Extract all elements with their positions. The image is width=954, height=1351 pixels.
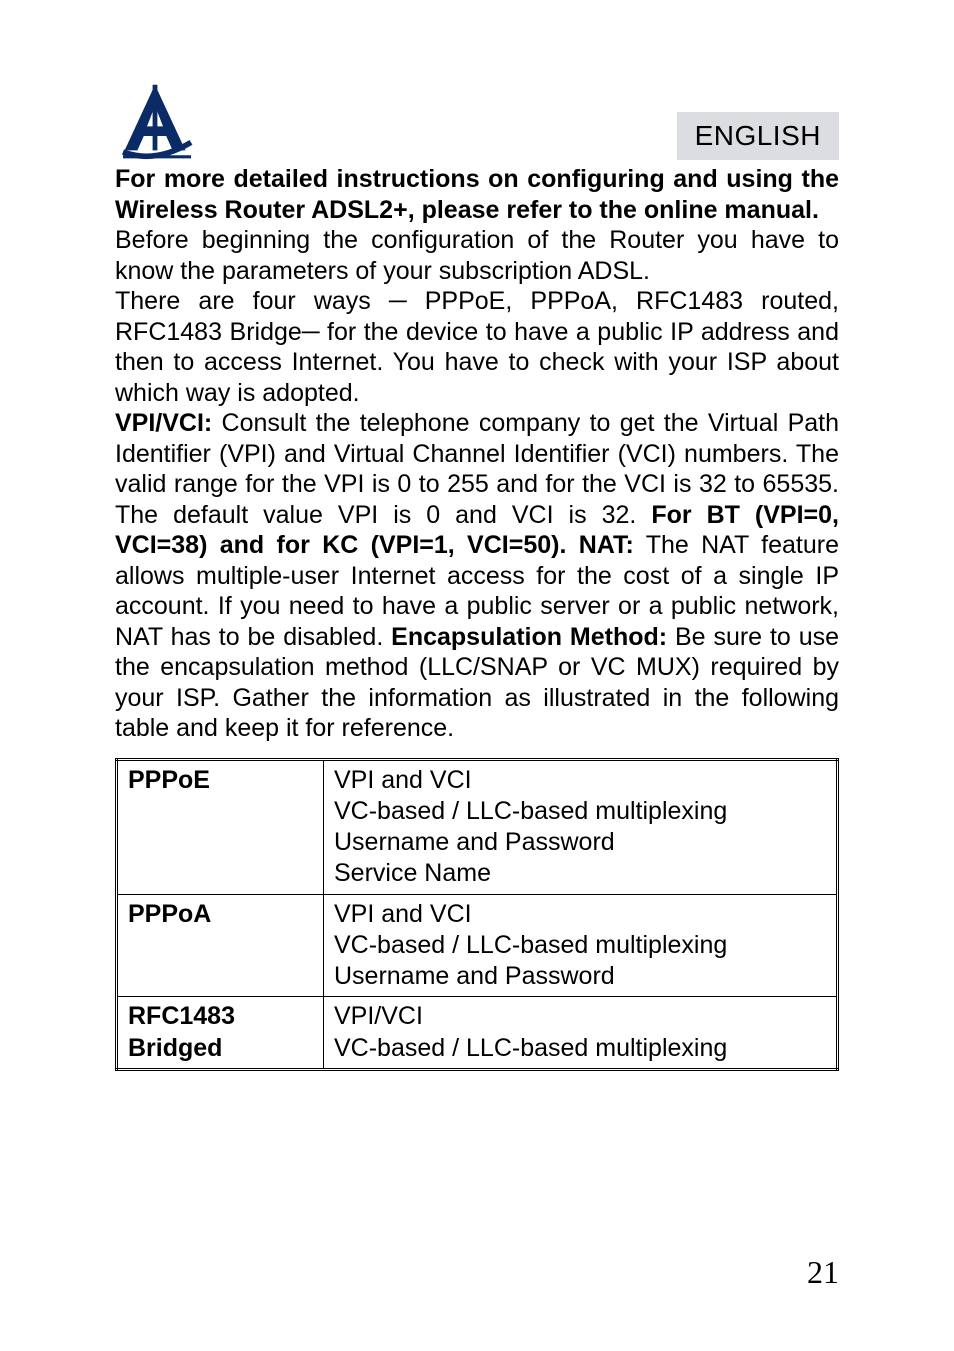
vpivci-label: VPI/VCI: xyxy=(115,409,212,437)
row-value-pppoe: VPI and VCI VC-based / LLC-based multipl… xyxy=(324,759,838,894)
body-text: For more detailed instructions on config… xyxy=(115,164,839,744)
cell-line: VC-based / LLC-based multiplexing xyxy=(334,931,727,959)
paragraph-1: Before beginning the configuration of th… xyxy=(115,226,839,285)
cell-line: VPI and VCI xyxy=(334,766,472,794)
table-row: PPPoA VPI and VCI VC-based / LLC-based m… xyxy=(117,894,838,997)
nat-label: NAT: xyxy=(579,531,634,559)
logo-icon xyxy=(115,80,195,160)
cell-line: Service Name xyxy=(334,859,491,887)
encap-label: Encapsulation Method: xyxy=(391,623,667,651)
cell-line: VPI/VCI xyxy=(334,1002,423,1030)
intro-bold: For more detailed instructions on config… xyxy=(115,165,839,224)
table-row: PPPoE VPI and VCI VC-based / LLC-based m… xyxy=(117,759,838,894)
row-label-pppoa: PPPoA xyxy=(117,894,324,997)
row-value-pppoa: VPI and VCI VC-based / LLC-based multipl… xyxy=(324,894,838,997)
paragraph-2: There are four ways ─ PPPoE, PPPoA, RFC1… xyxy=(115,287,839,407)
row-label-rfc1483: RFC1483 Bridged xyxy=(117,997,324,1070)
cell-line: Username and Password xyxy=(334,962,615,990)
row-value-rfc1483: VPI/VCI VC-based / LLC-based multiplexin… xyxy=(324,997,838,1070)
cell-line: VC-based / LLC-based multiplexing xyxy=(334,1034,727,1062)
document-page: ENGLISH For more detailed instructions o… xyxy=(0,0,954,1351)
page-number: 21 xyxy=(807,1254,839,1291)
table-row: RFC1483 Bridged VPI/VCI VC-based / LLC-b… xyxy=(117,997,838,1070)
connection-types-table: PPPoE VPI and VCI VC-based / LLC-based m… xyxy=(115,758,839,1071)
language-tag: ENGLISH xyxy=(677,112,839,160)
page-header: ENGLISH xyxy=(115,80,839,160)
row-label-pppoe: PPPoE xyxy=(117,759,324,894)
brand-logo xyxy=(115,80,195,160)
cell-line: VC-based / LLC-based multiplexing xyxy=(334,797,727,825)
cell-line: Username and Password xyxy=(334,828,615,856)
cell-line: VPI and VCI xyxy=(334,900,472,928)
